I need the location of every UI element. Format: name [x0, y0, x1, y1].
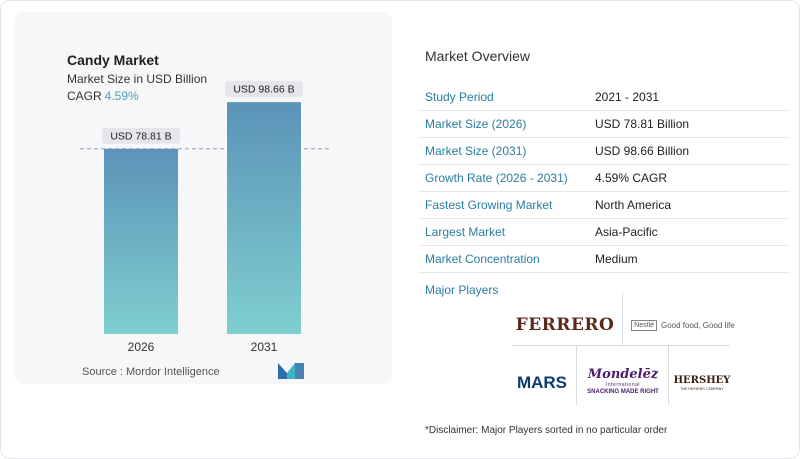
data-label-bg — [225, 81, 303, 98]
logo-divider — [576, 345, 577, 405]
overview-row-market-size-2026: Market Size (2026) USD 78.81 Billion — [418, 111, 790, 138]
mordor-logo-icon — [278, 363, 304, 379]
overview-row-market-size-2031: Market Size (2031) USD 98.66 Billion — [418, 138, 790, 165]
overview-row-fastest-growing: Fastest Growing Market North America — [418, 192, 790, 219]
row-value: 2021 - 2031 — [595, 90, 660, 104]
logo-divider — [512, 345, 730, 346]
overview-row-study-period: Study Period 2021 - 2031 — [418, 84, 790, 111]
nestle-logo: Nestlé Good food, Good life — [628, 310, 738, 340]
overview-row-growth-rate: Growth Rate (2026 - 2031) 4.59% CAGR — [418, 165, 790, 192]
mondelez-logo: Mondelēz International SNACKING MADE RIG… — [580, 358, 666, 404]
hershey-name: HERSHEY — [673, 375, 731, 386]
bar-2031 — [227, 102, 301, 334]
hershey-logo: HERSHEY THE HERSHEY COMPANY — [672, 370, 732, 396]
row-value: Asia-Pacific — [595, 225, 658, 239]
logo-divider — [622, 293, 623, 345]
row-label: Study Period — [425, 90, 494, 104]
mondelez-sub: International — [605, 382, 641, 388]
cagr-label: CAGR — [67, 89, 102, 103]
row-label: Growth Rate (2026 - 2031) — [425, 171, 568, 185]
mars-logo: MARS — [516, 373, 568, 392]
row-label: Fastest Growing Market — [425, 198, 553, 212]
row-value: USD 98.66 Billion — [595, 144, 690, 158]
hershey-sub: THE HERSHEY COMPANY — [680, 387, 724, 391]
data-label: USD 78.81 B — [110, 130, 171, 142]
mondelez-name: Mondelēz — [587, 367, 659, 382]
row-value: North America — [595, 198, 672, 212]
row-label: Largest Market — [425, 225, 506, 239]
nestle-tagline: Good food, Good life — [661, 320, 735, 330]
x-tick-label: 2026 — [128, 340, 155, 354]
overview-title: Market Overview — [425, 48, 531, 64]
logo-divider — [668, 345, 669, 405]
row-label: Market Size (2026) — [425, 117, 527, 131]
overview-row-largest-market: Largest Market Asia-Pacific — [418, 219, 790, 246]
major-players-title: Major Players — [425, 283, 499, 297]
row-value: USD 78.81 Billion — [595, 117, 690, 131]
row-value: 4.59% CAGR — [595, 171, 668, 185]
data-label-bg — [102, 127, 180, 144]
data-label: USD 98.66 B — [233, 84, 294, 96]
cagr-line: CAGR 4.59% — [67, 89, 139, 103]
overview-row-concentration: Market Concentration Medium — [418, 246, 790, 273]
bar-chart: USD 78.81 B 2026 USD 98.66 B 2031 — [80, 81, 330, 354]
overview-table: Study Period 2021 - 2031 Market Size (20… — [418, 84, 790, 273]
chart-title: Candy Market — [67, 52, 159, 68]
x-tick-label: 2031 — [251, 340, 278, 354]
cagr-value: 4.59% — [104, 89, 139, 103]
row-label: Market Size (2031) — [425, 144, 527, 158]
chart-subtitle: Market Size in USD Billion — [67, 72, 208, 86]
ferrero-logo: FERRERO — [515, 315, 615, 335]
source-note: Source : Mordor Intelligence — [82, 366, 220, 378]
row-label: Market Concentration — [425, 252, 540, 266]
chart-card — [14, 12, 392, 384]
row-value: Medium — [595, 252, 638, 266]
disclaimer: *Disclaimer: Major Players sorted in no … — [425, 425, 668, 436]
bar-2026 — [104, 148, 178, 334]
mondelez-tagline: SNACKING MADE RIGHT — [587, 389, 659, 395]
nestle-nest-icon: Nestlé — [631, 319, 657, 331]
